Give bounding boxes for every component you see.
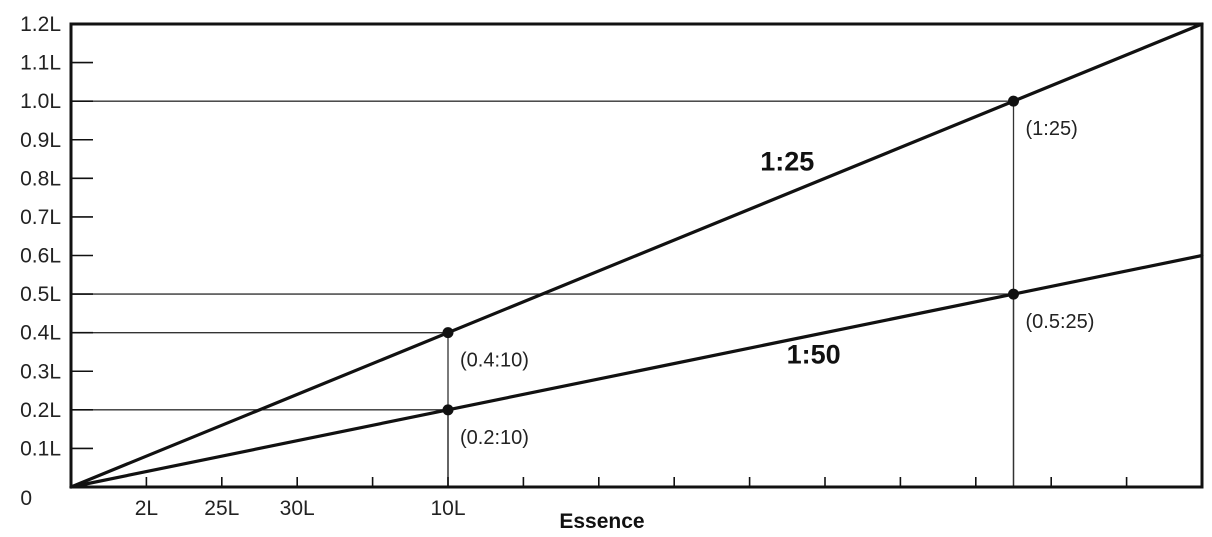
y-tick-label: 0 (20, 487, 32, 510)
reference-points: (0.4:10) (0.2:10) (1:25) (0.5:25) (442, 95, 1095, 449)
x-tick-label: 2L (135, 497, 158, 520)
y-tick-label: 0.5L (20, 283, 61, 306)
x-axis-label: Essence (559, 510, 644, 533)
y-tick-label: 0.9L (20, 129, 61, 152)
x-tick-label: 25L (204, 497, 239, 520)
y-axis: 0 0.1L 0.2L 0.3L 0.4L 0.5L 0.6L 0.7L 0.8L 0.9L 1.0… (20, 13, 93, 510)
y-tick-label: 0.2L (20, 399, 61, 422)
series-line-1-50 (69, 253, 1204, 489)
x-tick-label: 30L (280, 497, 315, 520)
y-tick-label: 0.1L (20, 437, 61, 460)
data-point (442, 327, 454, 339)
series-line-1-25 (69, 22, 1204, 489)
series-lines: 1:25 1:50 (69, 22, 1204, 489)
y-tick-label: 0.8L (20, 167, 61, 190)
point-label: (0.4:10) (460, 350, 529, 372)
x-tick-label: 10L (430, 497, 465, 520)
y-tick-label: 0.6L (20, 245, 61, 268)
y-tick-label: 1.0L (20, 90, 61, 113)
y-tick-label: 1.2L (20, 13, 61, 36)
y-tick-label: 0.7L (20, 206, 61, 229)
x-axis: 2L 25L 30L 10L (135, 477, 1128, 520)
y-tick-label: 0.4L (20, 322, 61, 345)
y-tick-label: 1.1L (20, 52, 61, 75)
data-point (1008, 95, 1019, 107)
data-point (442, 404, 454, 416)
point-label: (0.2:10) (460, 427, 529, 449)
series-label: 1:25 (760, 147, 814, 177)
data-point (1008, 288, 1019, 300)
point-label: (1:25) (1026, 118, 1078, 140)
y-tick-label: 0.3L (20, 360, 61, 383)
series-label: 1:50 (787, 340, 841, 370)
point-label: (0.5:25) (1026, 311, 1095, 333)
